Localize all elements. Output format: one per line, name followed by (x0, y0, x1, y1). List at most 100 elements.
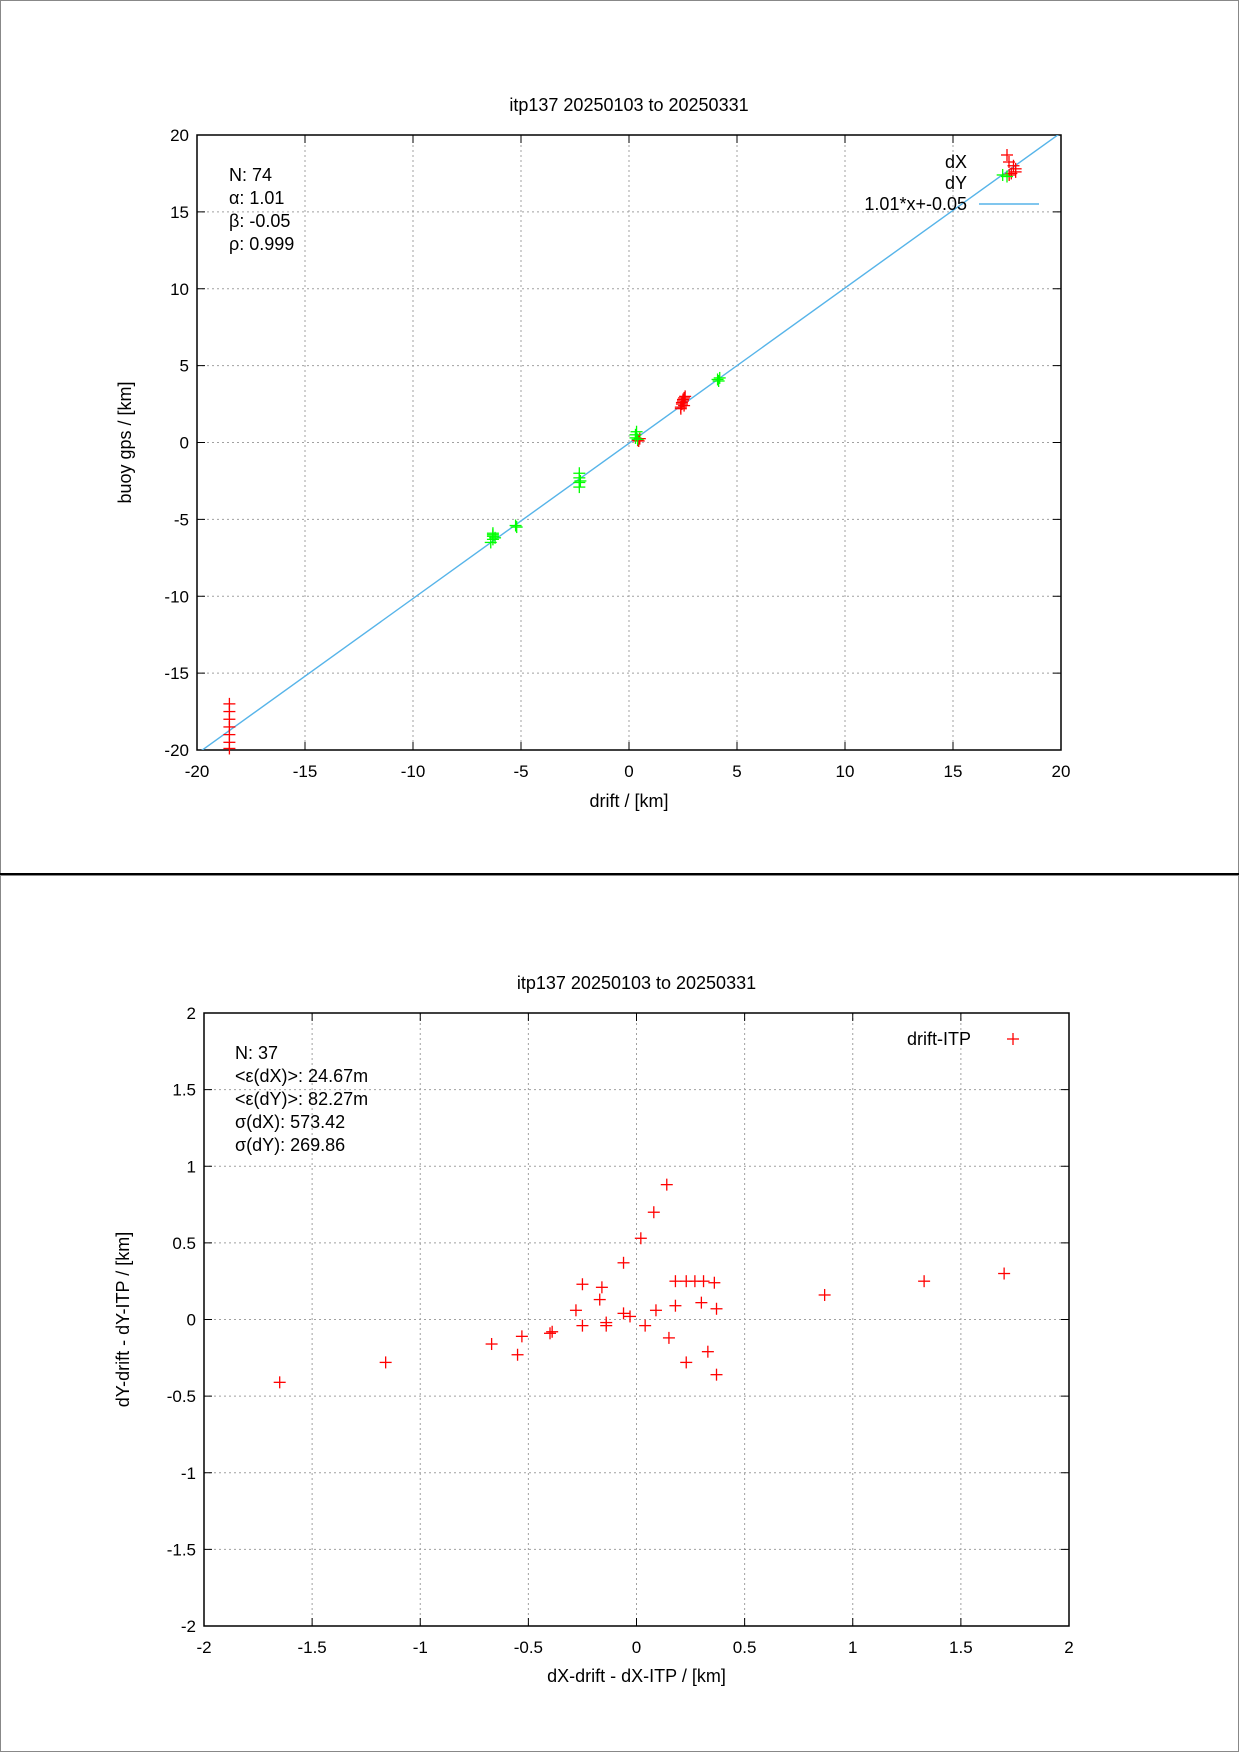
y-tick-label: -20 (164, 741, 189, 760)
y-tick-label: 0.5 (172, 1234, 196, 1253)
data-point (617, 1307, 630, 1320)
data-point (710, 1368, 723, 1381)
data-point (713, 371, 726, 384)
data-point (273, 1376, 286, 1389)
data-point (712, 375, 725, 387)
y-tick-label: -5 (174, 510, 189, 529)
x-tick-label: -0.5 (514, 1638, 543, 1657)
data-point (818, 1288, 831, 1301)
data-point (631, 433, 644, 446)
x-tick-label: 2 (1064, 1638, 1073, 1657)
data-point (509, 519, 522, 532)
data-point (639, 1319, 652, 1332)
x-tick-label: 1 (848, 1638, 857, 1657)
y-axis-label: dY-drift - dY-ITP / [km] (113, 1232, 133, 1407)
bottom-chart-panel: -2 -1.5 -1 -0.5 0 0.5 1 1.5 2 -2 -1.5 -1 -0.5 0 0.5 1 1.… (0, 875, 1239, 1752)
panel-divider (0, 873, 1239, 875)
data-point (1001, 148, 1013, 161)
y-tick-label: -1.5 (167, 1540, 196, 1559)
data-point (510, 521, 523, 534)
fit-line (201, 135, 1059, 750)
stats-line: ρ: 0.999 (229, 234, 294, 254)
data-point (617, 1256, 630, 1269)
data-point (630, 425, 643, 438)
y-tick-label: 15 (170, 203, 189, 222)
stats-line: α: 1.01 (229, 188, 284, 208)
y-tick-label: 1 (187, 1157, 196, 1176)
data-point (544, 1327, 556, 1340)
data-point (593, 1293, 606, 1306)
y-tick-label: -1 (181, 1464, 196, 1483)
data-point (996, 168, 1009, 181)
data-point (647, 1206, 660, 1219)
data-point (629, 431, 642, 444)
data-point (379, 1356, 392, 1369)
data-point (701, 1345, 714, 1358)
data-point (574, 474, 587, 487)
x-tick-label: 1.5 (949, 1638, 973, 1657)
y-tick-label: -0.5 (167, 1387, 196, 1406)
y-tick-label: 0 (180, 434, 189, 453)
x-tick-label: 20 (1052, 762, 1071, 781)
stats-line: <ε(dX)>: 24.67m (235, 1066, 368, 1086)
x-tick-label: 0 (632, 1638, 641, 1657)
chart-title: itp137 20250103 to 20250331 (517, 973, 756, 993)
data-point (632, 434, 645, 447)
y-tick-label: -15 (164, 664, 189, 683)
x-tick-label: 0.5 (733, 1638, 757, 1657)
x-tick-label: -5 (513, 762, 528, 781)
data-point (675, 396, 688, 409)
y-axis-label: buoy gps / [km] (115, 381, 135, 503)
x-tick-label: 0 (624, 762, 633, 781)
data-point (511, 1348, 524, 1361)
data-point (918, 1275, 931, 1288)
data-point (998, 1267, 1011, 1280)
x-tick-label: 15 (944, 762, 963, 781)
stats-line: N: 37 (235, 1043, 278, 1063)
y-tick-label: 0 (187, 1311, 196, 1330)
y-tick-label: 20 (170, 126, 189, 145)
chart-title: itp137 20250103 to 20250331 (509, 95, 748, 115)
y-tick-label: 2 (187, 1004, 196, 1023)
legend-label-fit: 1.01*x+-0.05 (864, 194, 967, 214)
x-axis-label: dX-drift - dX-ITP / [km] (547, 1666, 726, 1686)
data-point (710, 1302, 723, 1315)
data-point (546, 1325, 559, 1338)
regression-chart: -20 -15 -10 -5 0 5 10 15 20 -20 -15 -10 -5 0 5 10 15 20 it… (115, 95, 1071, 811)
data-point (576, 1278, 589, 1291)
data-point (697, 1275, 710, 1288)
stats-line: N: 74 (229, 165, 272, 185)
data-point (669, 1275, 682, 1288)
top-chart-panel: -20 -15 -10 -5 0 5 10 15 20 -20 -15 -10 -5 0 5 10 15 20 it… (0, 0, 1239, 875)
data-point (695, 1296, 708, 1309)
x-axis-label: drift / [km] (589, 791, 668, 811)
data-point (569, 1304, 582, 1317)
data-point (600, 1319, 613, 1332)
y-tick-label: -10 (164, 587, 189, 606)
data-point (677, 393, 689, 406)
data-point (1009, 165, 1022, 178)
y-tick-label: 5 (180, 357, 189, 376)
data-point (223, 742, 236, 755)
legend-label: drift-ITP (907, 1029, 971, 1049)
data-point (649, 1304, 662, 1317)
stats-line: <ε(dY)>: 82.27m (235, 1089, 368, 1109)
data-point (662, 1331, 675, 1344)
x-tick-label: -15 (293, 762, 318, 781)
data-point (660, 1178, 673, 1191)
data-point (573, 481, 586, 494)
stats-line: σ(dY): 269.86 (235, 1135, 345, 1155)
data-point (708, 1276, 721, 1289)
data-point (669, 1299, 682, 1312)
residual-chart: -2 -1.5 -1 -0.5 0 0.5 1 1.5 2 -2 -1.5 -1 -0.5 0 0.5 1 1.… (113, 973, 1074, 1686)
data-point (624, 1310, 637, 1323)
x-tick-label: -1 (413, 1638, 428, 1657)
x-tick-label: -10 (401, 762, 426, 781)
data-point (678, 399, 691, 412)
data-point (515, 1330, 528, 1343)
stats-line: β: -0.05 (229, 211, 290, 231)
y-tick-label: 10 (170, 280, 189, 299)
y-tick-label: -2 (181, 1617, 196, 1636)
data-point (679, 390, 692, 403)
x-tick-label: -20 (185, 762, 210, 781)
